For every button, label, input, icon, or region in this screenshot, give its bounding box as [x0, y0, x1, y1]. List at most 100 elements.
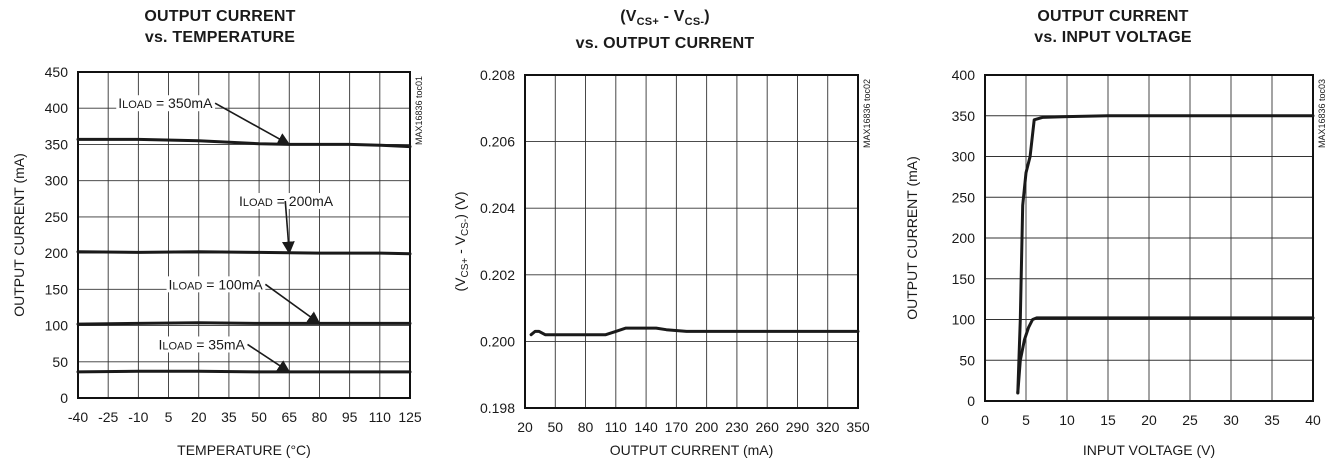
y-tick-label: 0.208 — [480, 67, 515, 83]
x-tick-label: 20 — [191, 409, 207, 425]
x-tick-label: 20 — [1141, 412, 1157, 428]
y-tick-label: 150 — [952, 271, 976, 287]
x-tick-label: 50 — [547, 419, 563, 435]
x-tick-label: 80 — [578, 419, 594, 435]
x-tick-label: -25 — [98, 409, 118, 425]
y-tick-label: 350 — [952, 108, 976, 124]
x-tick-label: 290 — [786, 419, 810, 435]
y-tick-label: 0 — [60, 390, 68, 406]
x-tick-label: 50 — [251, 409, 267, 425]
title-line-1: OUTPUT CURRENT — [144, 8, 296, 25]
annotation-arrow — [214, 102, 291, 146]
x-tick-label: -40 — [68, 409, 88, 425]
x-axis-label: OUTPUT CURRENT (mA) — [610, 442, 774, 458]
annotation-label: ILOAD = 35mA — [158, 336, 245, 352]
x-tick-label: 0 — [981, 412, 989, 428]
annotation-label: ILOAD = 350mA — [118, 95, 213, 111]
annotation-background — [156, 336, 248, 353]
x-tick-label: 125 — [398, 409, 422, 425]
x-tick-label: -10 — [128, 409, 148, 425]
y-tick-label: 300 — [952, 149, 976, 165]
annotation-background — [166, 276, 266, 293]
x-tick-label: 110 — [369, 409, 392, 425]
y-tick-label: 200 — [952, 230, 976, 246]
chart-svg: 20 50 80 110 140 170 200 230 260 290 320 350 0.198 0.… — [452, 67, 872, 458]
x-tick-label: 10 — [1059, 412, 1075, 428]
y-tick-label: 400 — [45, 100, 69, 116]
chart-svg: 0 5 10 15 20 25 30 35 40050100150200250300350400… — [904, 67, 1327, 458]
x-tick-label: 110 — [605, 419, 628, 435]
annotation-label: ILOAD = 200mA — [239, 193, 334, 209]
x-tick-label: 35 — [1264, 412, 1280, 428]
series-line — [529, 326, 860, 337]
y-tick-label: 0 — [967, 393, 975, 409]
y-tick-label: 250 — [45, 209, 69, 225]
x-axis-label: TEMPERATURE (°C) — [177, 442, 311, 458]
x-tick-label: 170 — [665, 419, 689, 435]
x-tick-label: 350 — [846, 419, 870, 435]
y-tick-label: 200 — [45, 245, 69, 261]
y-axis-label: OUTPUT CURRENT (mA) — [904, 156, 920, 320]
chart-title: OUTPUT CURRENT vs. TEMPERATURE — [0, 6, 440, 48]
x-tick-label: 65 — [281, 409, 297, 425]
watermark-label: MAX16836 toc02 — [862, 79, 872, 148]
x-tick-label: 260 — [756, 419, 780, 435]
y-tick-label: 250 — [952, 189, 976, 205]
chart-title: OUTPUT CURRENT vs. INPUT VOLTAGE — [893, 6, 1333, 48]
title-line-2: vs. INPUT VOLTAGE — [1034, 29, 1192, 46]
y-tick-label: 100 — [952, 312, 976, 328]
series-line — [76, 137, 412, 149]
watermark-label: MAX16836 toc01 — [414, 76, 424, 145]
x-tick-label: 5 — [1022, 412, 1030, 428]
y-axis-label: OUTPUT CURRENT (mA) — [11, 153, 27, 317]
x-tick-label: 140 — [634, 419, 658, 435]
y-tick-label: 100 — [45, 318, 69, 334]
x-tick-label: 80 — [312, 409, 328, 425]
x-tick-label: 200 — [695, 419, 719, 435]
x-tick-label: 20 — [517, 419, 533, 435]
series-line — [1016, 114, 1315, 395]
title-line-1: OUTPUT CURRENT — [1037, 8, 1189, 25]
chart-title: (VCS+ - VCS-) vs. OUTPUT CURRENT — [445, 6, 885, 54]
watermark-label: MAX16836 toc03 — [1317, 79, 1327, 148]
chart-panel-temperature: OUTPUT CURRENT vs. TEMPERATURE -40 -25 -10… — [0, 0, 440, 462]
y-tick-label: 400 — [952, 67, 976, 83]
annotation-background — [236, 193, 336, 210]
series-line — [76, 250, 412, 256]
series-line — [76, 321, 412, 326]
plot-frame — [524, 74, 859, 409]
y-tick-label: 0.206 — [480, 134, 515, 150]
title-line-2: vs. OUTPUT CURRENT — [575, 35, 755, 53]
x-tick-label: 320 — [816, 419, 840, 435]
annotation-arrow — [282, 200, 295, 255]
series-line — [1016, 316, 1315, 395]
x-tick-label: 35 — [221, 409, 237, 425]
y-tick-label: 0.200 — [480, 333, 515, 349]
y-tick-label: 300 — [45, 173, 69, 189]
series-line — [76, 369, 412, 374]
y-tick-label: 50 — [52, 354, 68, 370]
x-tick-label: 230 — [725, 419, 749, 435]
y-tick-label: 350 — [45, 136, 69, 152]
y-tick-label: 0.204 — [480, 200, 515, 216]
chart-panel-input-voltage: OUTPUT CURRENT vs. INPUT VOLTAGE 0 5 10 15 2… — [893, 0, 1333, 462]
x-tick-label: 5 — [165, 409, 173, 425]
y-tick-label: 50 — [959, 352, 975, 368]
x-tick-label: 40 — [1305, 412, 1321, 428]
y-axis-label: (VCS+ - VCS-) (V) — [452, 192, 471, 292]
x-tick-label: 15 — [1100, 412, 1116, 428]
x-tick-label: 95 — [342, 409, 358, 425]
title-line-1: (VCS+ - VCS-) — [620, 8, 710, 29]
annotation-label: ILOAD = 100mA — [169, 276, 264, 292]
annotation-arrow — [247, 343, 291, 373]
x-tick-label: 30 — [1223, 412, 1239, 428]
plot-frame — [984, 74, 1314, 402]
x-tick-label: 25 — [1182, 412, 1198, 428]
y-tick-label: 0.198 — [480, 400, 515, 416]
annotation-arrow — [264, 283, 321, 325]
x-axis-label: INPUT VOLTAGE (V) — [1083, 442, 1215, 458]
plot-frame — [77, 71, 411, 399]
y-tick-label: 150 — [45, 281, 69, 297]
y-tick-label: 0.202 — [480, 267, 515, 283]
chart-svg: -40 -25 -10 5 20 35 50 65 80 95 110 125 0 50 100 150 200… — [11, 64, 424, 458]
